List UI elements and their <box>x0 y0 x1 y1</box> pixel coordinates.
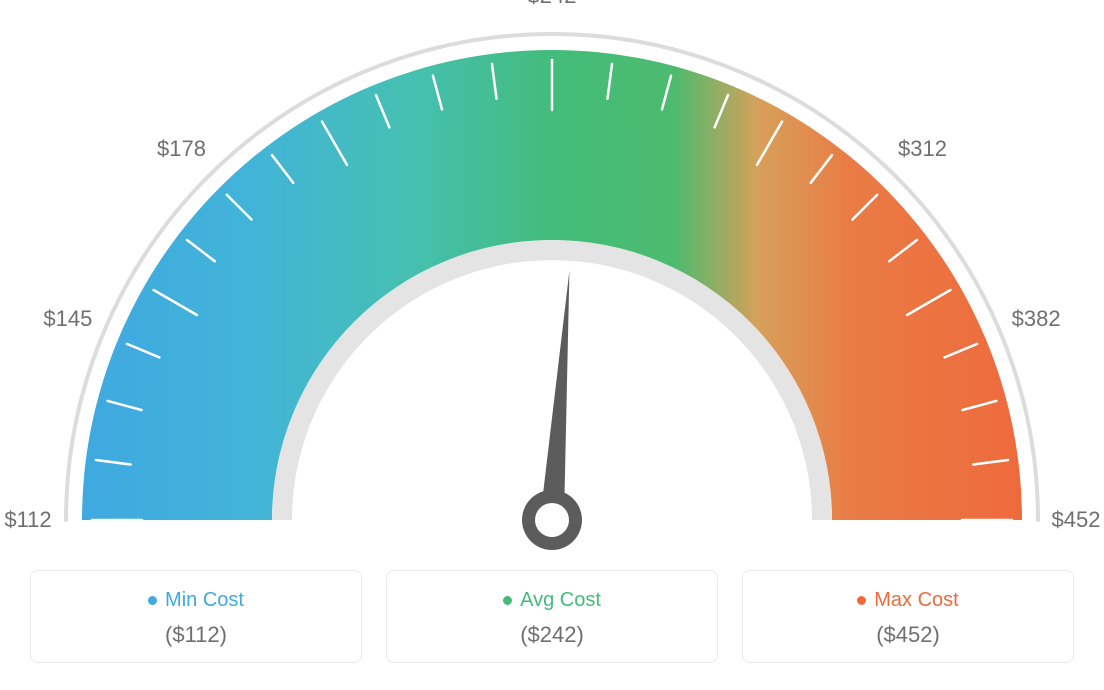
gauge-tick-label: $382 <box>1012 306 1061 332</box>
legend-card-avg: Avg Cost ($242) <box>386 570 718 663</box>
gauge-svg <box>0 0 1104 560</box>
legend-title-max: Max Cost <box>857 589 958 612</box>
legend-title-min: Min Cost <box>148 589 244 612</box>
legend-dot-max <box>857 596 866 605</box>
legend-value-avg: ($242) <box>397 622 707 648</box>
gauge-tick-label: $178 <box>157 136 206 162</box>
legend-dot-avg <box>503 596 512 605</box>
legend-value-max: ($452) <box>753 622 1063 648</box>
legend-title-avg: Avg Cost <box>503 589 601 612</box>
gauge-chart: $112 $145 $178 $242 $312 $382 $452 <box>0 0 1104 560</box>
legend-row: Min Cost ($112) Avg Cost ($242) Max Cost… <box>0 570 1104 663</box>
legend-card-min: Min Cost ($112) <box>30 570 362 663</box>
gauge-tick-label: $312 <box>898 136 947 162</box>
gauge-tick-label: $242 <box>528 0 577 9</box>
gauge-tick-label: $112 <box>4 507 51 533</box>
legend-dot-min <box>148 596 157 605</box>
legend-label-avg: Avg Cost <box>520 589 601 612</box>
gauge-tick-label: $452 <box>1052 507 1101 533</box>
legend-label-max: Max Cost <box>874 589 958 612</box>
gauge-tick-label: $145 <box>43 306 92 332</box>
legend-card-max: Max Cost ($452) <box>742 570 1074 663</box>
legend-label-min: Min Cost <box>165 589 244 612</box>
legend-value-min: ($112) <box>41 622 351 648</box>
